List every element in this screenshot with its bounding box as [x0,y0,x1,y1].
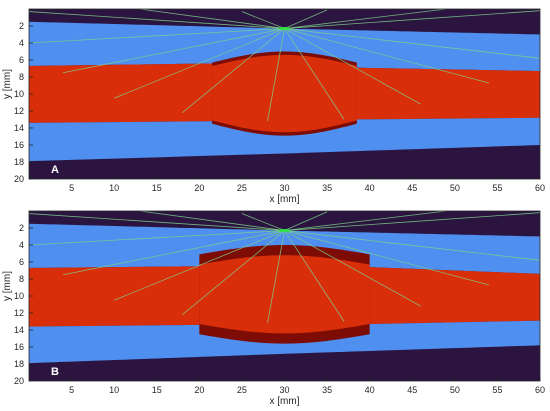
ray-13 [284,230,421,307]
y-tick-label: 8 [19,72,24,82]
y-tick-label: 10 [14,291,24,301]
y-axis-label: y [mm] [2,271,13,301]
y-tick-label: 14 [14,325,24,335]
ray-12 [284,28,345,120]
panel-b: 5 10 15 20 25 30 35 40 45 50 55 60 2 4 6 8 10 12 14 16 18 20 x… [2,210,545,407]
y-tick-label: 16 [14,140,24,150]
ray-4 [284,9,328,29]
x-tick-label: 60 [535,385,545,395]
plot-area [29,9,540,179]
x-tick-label: 10 [109,183,119,193]
y-tick-label: 6 [19,55,24,65]
panel-a: 5 10 15 20 25 30 35 40 45 50 55 60 2 4 6 8 10 12 14 16 18 20 x… [2,8,545,205]
ray-9 [114,230,285,301]
y-tick-label: 2 [19,21,24,31]
ray-15 [284,28,540,59]
tissue-layer-1 [29,21,540,72]
y-tick-label: 12 [14,308,24,318]
y-tick-label: 18 [14,157,24,167]
ray-9 [114,28,285,99]
ray-11 [267,230,285,324]
ray-5 [284,9,447,29]
x-tick-label: 55 [492,183,502,193]
ray-13 [284,28,421,105]
x-tick-label: 30 [279,183,289,193]
x-tick-label: 5 [69,183,74,193]
x-axis-label: x [mm] [270,396,300,407]
y-tick-label: 18 [14,359,24,369]
y-tick-label: 14 [14,123,24,133]
ray-6 [284,212,540,231]
y-tick-label: 16 [14,342,24,352]
source-marker [278,26,291,31]
ray-11 [267,28,285,122]
ray-5 [284,211,447,231]
y-tick-label: 20 [14,376,24,386]
ray-2 [139,211,285,231]
x-tick-label: 40 [365,183,375,193]
inclusion-core [199,255,370,334]
y-axis-label: y [mm] [2,69,13,99]
ray-8 [62,230,285,276]
y-tick-label: 4 [19,240,24,250]
ray-3 [241,11,285,29]
x-tick-label: 30 [279,385,289,395]
x-tick-label: 15 [152,385,162,395]
x-tick-label: 40 [365,385,375,395]
x-tick-label: 25 [237,385,247,395]
tissue-layer-3 [29,117,540,162]
x-tick-label: 45 [407,385,417,395]
y-tick-label: 4 [19,38,24,48]
y-tick-label: 10 [14,89,24,99]
x-tick-label: 60 [535,183,545,193]
ray-14 [284,28,490,84]
x-tick-label: 35 [322,183,332,193]
x-tick-label: 55 [492,385,502,395]
x-tick-label: 10 [109,385,119,395]
inclusion-core [212,54,357,133]
ray-1 [29,11,285,29]
ray-8 [62,28,285,74]
y-tick-label: 12 [14,106,24,116]
x-tick-label: 50 [450,385,460,395]
y-tick-label: 6 [19,257,24,267]
x-tick-label: 5 [69,385,74,395]
ray-15 [284,230,540,261]
ray-12 [284,230,345,322]
ray-1 [29,213,285,231]
plot-area [29,211,540,381]
ray-14 [284,230,490,286]
x-axis-label: x [mm] [270,194,300,205]
ray-10 [182,230,285,316]
x-tick-label: 50 [450,183,460,193]
source-marker [278,228,291,233]
ray-10 [182,28,285,114]
ray-7 [29,230,285,246]
ray-6 [284,10,540,29]
x-tick-label: 15 [152,183,162,193]
ray-2 [139,9,285,29]
y-tick-label: 20 [14,174,24,184]
y-tick-label: 2 [19,223,24,233]
panel-label: A [51,164,59,176]
x-tick-label: 20 [194,385,204,395]
y-tick-label: 8 [19,274,24,284]
x-tick-label: 35 [322,385,332,395]
ray-3 [241,213,285,231]
x-tick-label: 20 [194,183,204,193]
panel-label: B [51,366,59,378]
ray-4 [284,211,328,231]
x-tick-label: 25 [237,183,247,193]
ray-7 [29,28,285,44]
x-tick-label: 45 [407,183,417,193]
